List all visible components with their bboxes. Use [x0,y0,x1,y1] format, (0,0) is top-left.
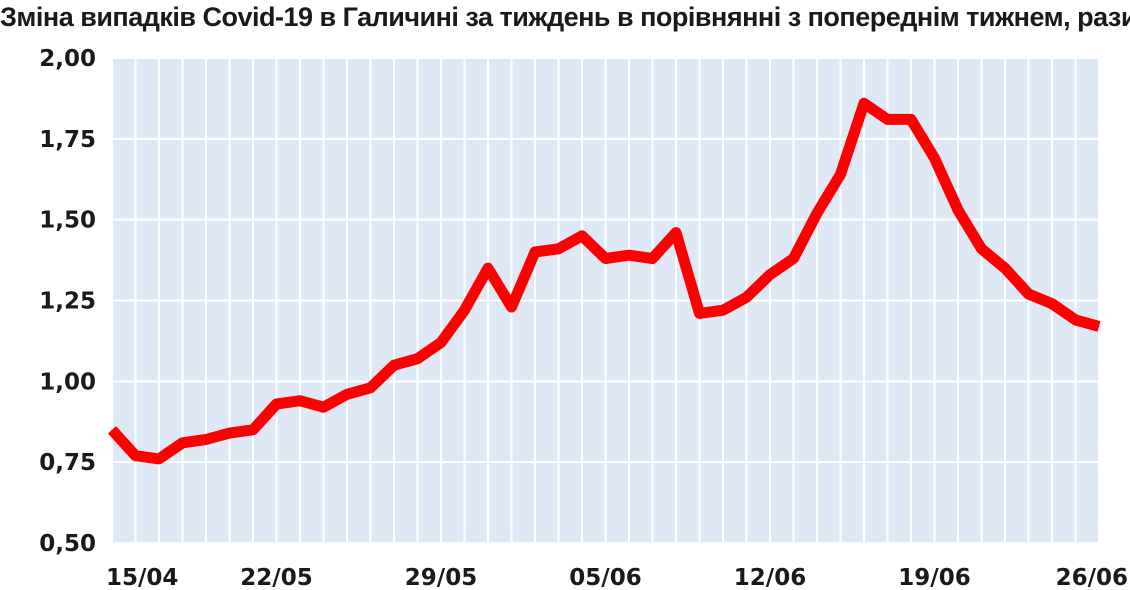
data-point [1028,293,1029,295]
chart-title: Зміна випадків Covid-19 в Галичині за ти… [0,2,1130,32]
x-tick-label: 12/06 [734,565,806,590]
x-tick-label: 26/06 [1056,565,1128,590]
data-point [840,173,841,175]
data-point [793,257,794,259]
y-tick-label: 1,00 [39,369,96,395]
data-point [1004,267,1006,269]
data-point [910,118,912,120]
y-tick-label: 1,25 [39,289,96,315]
data-point [252,429,254,431]
x-tick-label: 05/06 [569,565,641,590]
data-point [464,309,465,311]
y-tick-label: 2,00 [39,46,96,72]
data-point [111,429,113,431]
data-point [135,455,136,457]
data-point [393,364,395,366]
data-point [299,400,301,402]
data-point [229,432,230,434]
data-point [182,442,183,444]
data-point [440,342,442,344]
data-point [769,274,771,276]
y-tick-label: 1,75 [39,127,96,153]
y-tick-label: 0,75 [39,450,96,476]
x-tick-label: 22/05 [240,565,312,590]
data-point [981,248,982,250]
data-point [534,251,536,253]
data-point [816,212,818,214]
data-point [346,393,348,395]
x-tick-label: 19/06 [898,565,970,590]
data-point [722,309,724,311]
x-tick-label: 29/05 [405,565,477,590]
data-point [487,267,489,269]
data-point [370,387,371,389]
data-point [1098,325,1100,327]
data-point [417,358,418,360]
data-point [675,232,677,234]
data-point [581,235,583,237]
data-point [558,248,559,250]
data-point [605,257,606,259]
data-point [863,102,865,104]
data-point [276,403,277,405]
data-point [205,439,207,441]
data-point [158,458,160,460]
y-tick-label: 0,50 [39,531,96,557]
data-point [652,257,653,259]
data-point [323,406,324,408]
data-point [511,306,512,308]
data-point [887,118,888,120]
y-axis-ticks: 0,50 0,75 1,00 1,25 1,50 1,75 2,00 [39,46,96,557]
y-tick-label: 1,50 [39,208,96,234]
data-point [1075,319,1076,321]
data-point [699,312,700,314]
x-axis-ticks: 15/04 22/05 29/05 05/06 12/06 19/06 26/06 [106,565,1128,590]
data-point [628,254,630,256]
data-point [1051,303,1053,305]
data-point [957,209,959,211]
data-point [934,157,935,159]
data-point [746,296,747,298]
gridlines [111,57,1100,544]
series-layer [107,97,1101,465]
x-tick-label: 15/04 [106,565,178,590]
